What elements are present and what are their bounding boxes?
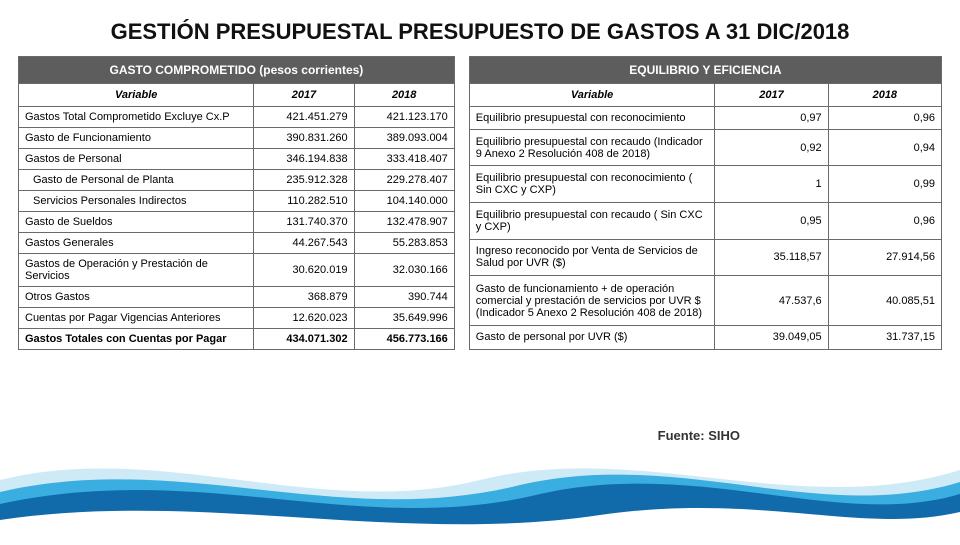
row-value-2017: 1 <box>715 166 828 203</box>
left-col-2017: 2017 <box>254 83 354 106</box>
row-label: Equilibrio presupuestal con recaudo (Ind… <box>469 129 715 166</box>
table-row: Gastos Totales con Cuentas por Pagar434.… <box>19 328 455 349</box>
table-row: Equilibrio presupuestal con reconocimien… <box>469 106 941 129</box>
row-label: Gasto de Personal de Planta <box>19 169 254 190</box>
row-value-2017: 35.118,57 <box>715 239 828 276</box>
row-label: Ingreso reconocido por Venta de Servicio… <box>469 239 715 276</box>
row-label: Equilibrio presupuestal con reconocimien… <box>469 166 715 203</box>
row-value-2017: 368.879 <box>254 286 354 307</box>
table-row: Gastos Total Comprometido Excluye Cx.P42… <box>19 106 455 127</box>
table-row: Gastos de Operación y Prestación de Serv… <box>19 253 455 286</box>
row-value-2017: 47.537,6 <box>715 276 828 326</box>
row-value-2018: 229.278.407 <box>354 169 454 190</box>
wave-decoration <box>0 430 960 540</box>
row-label: Gastos de Operación y Prestación de Serv… <box>19 253 254 286</box>
left-table: GASTO COMPROMETIDO (pesos corrientes) Va… <box>18 56 455 350</box>
right-table: EQUILIBRIO Y EFICIENCIA Variable 2017 20… <box>469 56 942 350</box>
row-value-2018: 32.030.166 <box>354 253 454 286</box>
row-value-2018: 0,94 <box>828 129 941 166</box>
row-value-2017: 421.451.279 <box>254 106 354 127</box>
row-value-2018: 132.478.907 <box>354 211 454 232</box>
left-col-2018: 2018 <box>354 83 454 106</box>
row-label: Gastos de Personal <box>19 148 254 169</box>
row-value-2017: 44.267.543 <box>254 232 354 253</box>
row-value-2017: 346.194.838 <box>254 148 354 169</box>
row-value-2017: 0,97 <box>715 106 828 129</box>
table-row: Gasto de Personal de Planta235.912.32822… <box>19 169 455 190</box>
row-label: Gasto de personal por UVR ($) <box>469 326 715 349</box>
row-value-2018: 421.123.170 <box>354 106 454 127</box>
row-label: Gasto de funcionamiento + de operación c… <box>469 276 715 326</box>
row-value-2018: 27.914,56 <box>828 239 941 276</box>
left-table-body: Gastos Total Comprometido Excluye Cx.P42… <box>19 106 455 349</box>
tables-container: GASTO COMPROMETIDO (pesos corrientes) Va… <box>0 56 960 350</box>
table-row: Gasto de Funcionamiento390.831.260389.09… <box>19 127 455 148</box>
table-row: Gasto de personal por UVR ($)39.049,0531… <box>469 326 941 349</box>
page-title: GESTIÓN PRESUPUESTAL PRESUPUESTO DE GAST… <box>0 0 960 56</box>
row-label: Equilibrio presupuestal con reconocimien… <box>469 106 715 129</box>
row-value-2018: 333.418.407 <box>354 148 454 169</box>
row-label: Otros Gastos <box>19 286 254 307</box>
row-value-2018: 389.093.004 <box>354 127 454 148</box>
table-row: Ingreso reconocido por Venta de Servicio… <box>469 239 941 276</box>
row-value-2017: 12.620.023 <box>254 307 354 328</box>
row-label: Gasto de Funcionamiento <box>19 127 254 148</box>
left-col-variable: Variable <box>19 83 254 106</box>
row-value-2018: 31.737,15 <box>828 326 941 349</box>
table-row: Equilibrio presupuestal con recaudo (Ind… <box>469 129 941 166</box>
row-value-2018: 0,96 <box>828 203 941 240</box>
table-row: Servicios Personales Indirectos110.282.5… <box>19 190 455 211</box>
table-row: Equilibrio presupuestal con recaudo ( Si… <box>469 203 941 240</box>
table-row: Otros Gastos368.879390.744 <box>19 286 455 307</box>
table-row: Gasto de Sueldos131.740.370132.478.907 <box>19 211 455 232</box>
left-table-header: GASTO COMPROMETIDO (pesos corrientes) <box>19 56 455 83</box>
right-col-variable: Variable <box>469 83 715 106</box>
row-value-2018: 0,99 <box>828 166 941 203</box>
row-value-2017: 235.912.328 <box>254 169 354 190</box>
table-row: Gastos de Personal346.194.838333.418.407 <box>19 148 455 169</box>
table-row: Cuentas por Pagar Vigencias Anteriores12… <box>19 307 455 328</box>
right-table-header: EQUILIBRIO Y EFICIENCIA <box>469 56 941 83</box>
row-value-2017: 30.620.019 <box>254 253 354 286</box>
row-value-2018: 40.085,51 <box>828 276 941 326</box>
right-col-2018: 2018 <box>828 83 941 106</box>
row-value-2018: 35.649.996 <box>354 307 454 328</box>
table-row: Gasto de funcionamiento + de operación c… <box>469 276 941 326</box>
row-value-2018: 104.140.000 <box>354 190 454 211</box>
row-value-2018: 390.744 <box>354 286 454 307</box>
row-label: Gasto de Sueldos <box>19 211 254 232</box>
table-row: Gastos Generales44.267.54355.283.853 <box>19 232 455 253</box>
row-value-2017: 39.049,05 <box>715 326 828 349</box>
row-label: Cuentas por Pagar Vigencias Anteriores <box>19 307 254 328</box>
row-value-2017: 0,95 <box>715 203 828 240</box>
row-value-2017: 390.831.260 <box>254 127 354 148</box>
right-col-2017: 2017 <box>715 83 828 106</box>
table-row: Equilibrio presupuestal con reconocimien… <box>469 166 941 203</box>
right-table-body: Equilibrio presupuestal con reconocimien… <box>469 106 941 349</box>
source-label: Fuente: SIHO <box>658 428 740 443</box>
row-value-2017: 434.071.302 <box>254 328 354 349</box>
row-value-2017: 131.740.370 <box>254 211 354 232</box>
row-value-2018: 456.773.166 <box>354 328 454 349</box>
row-value-2018: 55.283.853 <box>354 232 454 253</box>
row-label: Gastos Total Comprometido Excluye Cx.P <box>19 106 254 127</box>
row-label: Gastos Totales con Cuentas por Pagar <box>19 328 254 349</box>
row-value-2017: 0,92 <box>715 129 828 166</box>
row-value-2018: 0,96 <box>828 106 941 129</box>
row-label: Servicios Personales Indirectos <box>19 190 254 211</box>
row-value-2017: 110.282.510 <box>254 190 354 211</box>
row-label: Equilibrio presupuestal con recaudo ( Si… <box>469 203 715 240</box>
row-label: Gastos Generales <box>19 232 254 253</box>
